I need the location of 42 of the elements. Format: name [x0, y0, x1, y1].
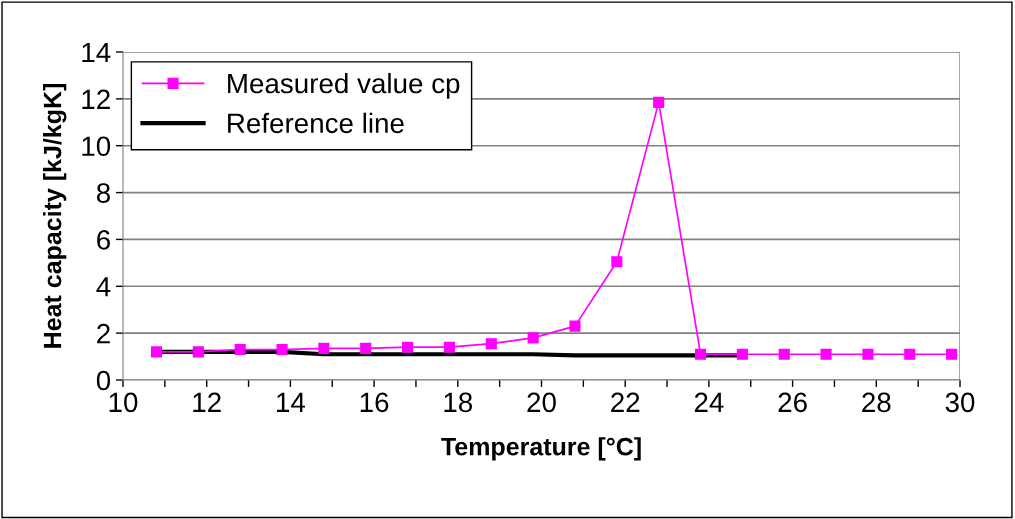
x-tick-label: 30: [945, 392, 975, 413]
point: [402, 341, 414, 353]
y-tick-label: 4: [96, 277, 111, 297]
y-tick-label: 6: [97, 230, 110, 250]
point: [360, 342, 372, 354]
x-tick-label: 22: [611, 392, 640, 412]
point: [778, 348, 790, 360]
point: [820, 348, 832, 360]
point: [485, 338, 497, 350]
y-tick-label: 8: [96, 183, 110, 203]
y-axis-title: Heat capacity [kJ/kgK]: [43, 84, 67, 348]
y-tick-label: 12: [82, 89, 110, 109]
x-tick-label: 20: [527, 392, 556, 413]
point: [318, 342, 330, 354]
x-axis-title: Temperature [°C]: [441, 437, 641, 461]
y-tick-label: 0: [96, 370, 111, 391]
x-tick-label: 14: [277, 392, 306, 412]
y-tick-label: 14: [82, 42, 111, 63]
x-tick-label: 24: [694, 392, 724, 412]
x-tick-label: 26: [778, 392, 807, 413]
point: [694, 348, 707, 360]
x-tick-label: 12: [193, 392, 221, 412]
point: [862, 348, 874, 360]
point: [611, 256, 623, 268]
legend-label: Measured value cp: [228, 72, 460, 99]
point: [527, 332, 539, 344]
y-tick-label: 10: [82, 136, 111, 157]
legend-label: Reference line: [228, 112, 404, 134]
x-tick-label: 18: [444, 392, 473, 413]
point: [946, 348, 958, 360]
x-tick-label: 28: [862, 392, 891, 413]
point: [276, 343, 288, 356]
point: [443, 341, 455, 353]
point: [192, 346, 204, 358]
x-tick-label: 16: [360, 392, 389, 413]
y-tick-label: 2: [97, 323, 110, 344]
point: [150, 346, 163, 358]
point: [736, 348, 748, 360]
point: [904, 348, 916, 360]
point: [653, 96, 665, 108]
point: [569, 320, 581, 332]
point: [234, 343, 246, 356]
